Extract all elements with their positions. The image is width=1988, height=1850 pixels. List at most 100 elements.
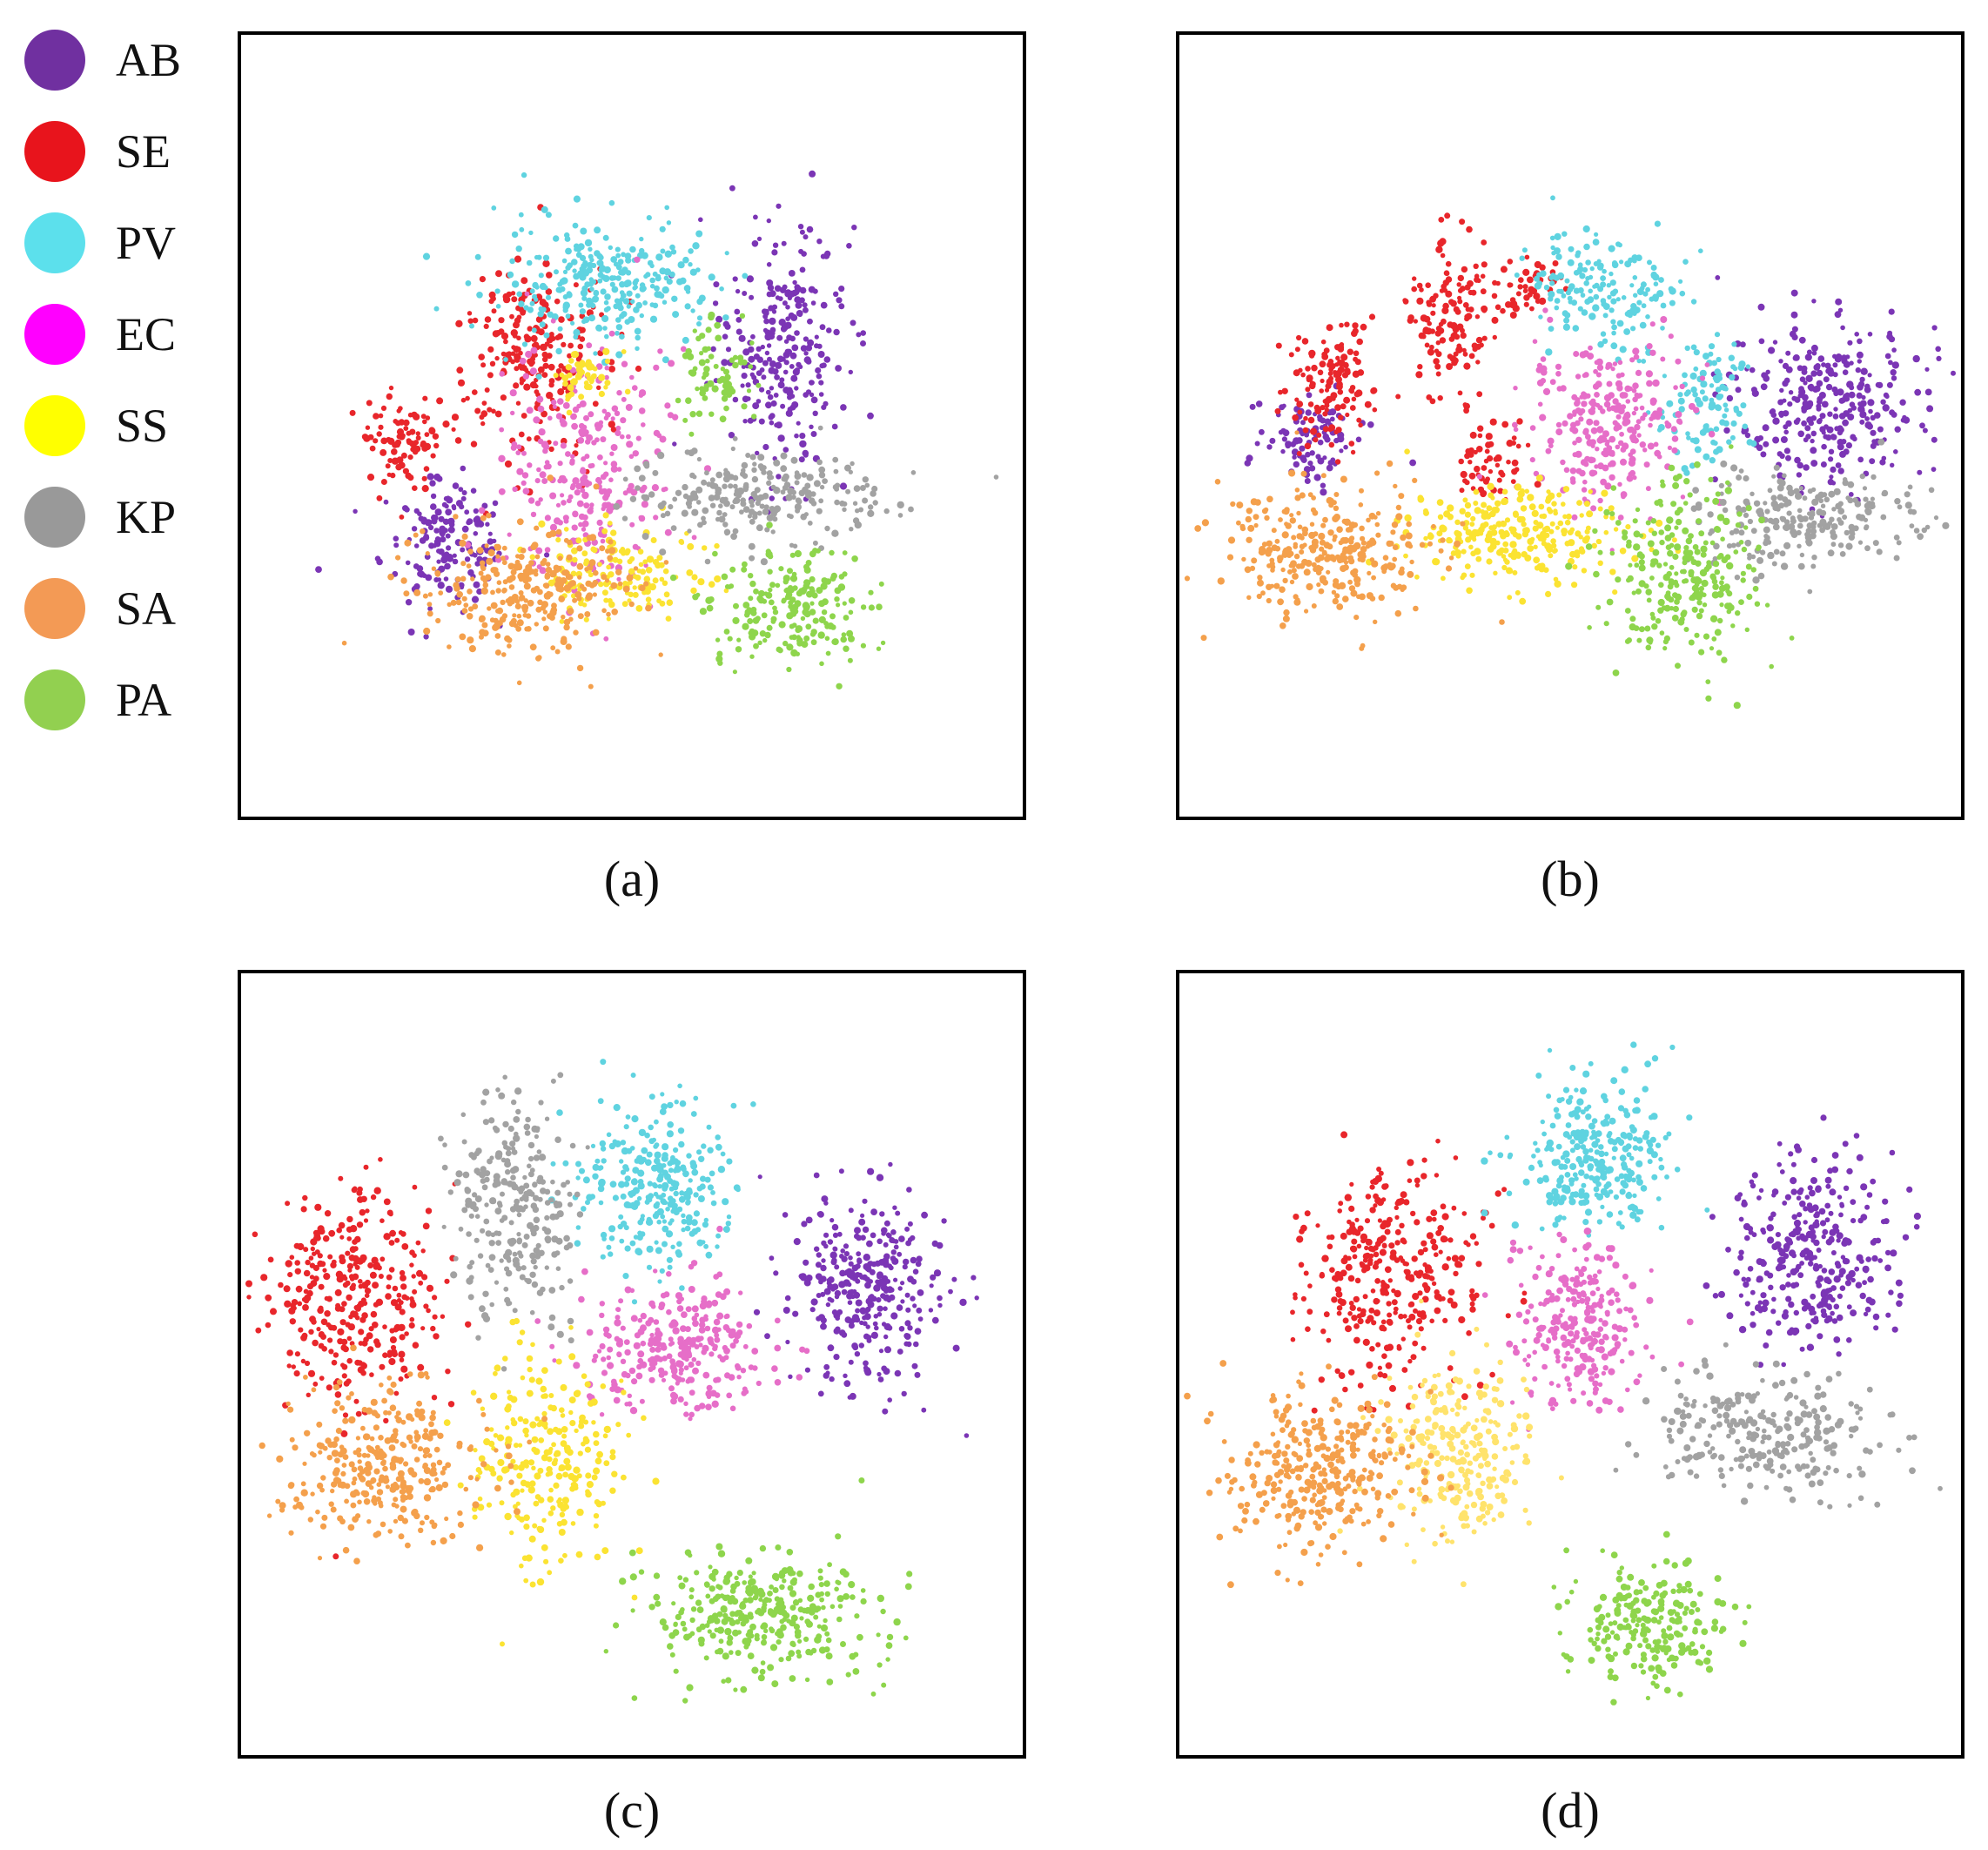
data-point-kp <box>755 501 761 507</box>
data-point-ab <box>769 386 775 391</box>
data-point-se <box>412 448 419 455</box>
data-point-ab <box>779 377 785 383</box>
data-point-sa <box>1394 609 1402 617</box>
data-point-kp <box>1779 550 1786 557</box>
data-point-pa <box>741 566 748 573</box>
data-point-se <box>1461 266 1468 273</box>
data-point-sa <box>534 554 541 560</box>
data-point-ab <box>851 225 857 231</box>
data-point-sa <box>431 566 437 571</box>
data-point-ab <box>444 503 449 509</box>
data-point-ab <box>1837 430 1843 436</box>
data-point-se <box>1319 360 1326 368</box>
data-point-sa <box>479 629 486 636</box>
data-point-kp <box>1894 498 1901 505</box>
data-point-ab <box>827 1344 835 1352</box>
data-point-sa <box>1261 508 1268 515</box>
data-point-kp <box>1798 486 1803 491</box>
data-point-se <box>1457 390 1463 396</box>
data-point-ec <box>574 489 581 496</box>
data-point-sa <box>534 572 539 577</box>
data-point-ss <box>642 559 648 565</box>
data-point-pa <box>1687 492 1693 498</box>
data-point-ab <box>823 1201 829 1206</box>
data-point-se <box>366 474 375 481</box>
data-point-sa <box>1359 645 1365 651</box>
data-point-pa <box>1654 500 1661 506</box>
data-point-ec <box>601 408 608 414</box>
data-point-kp <box>1718 482 1724 489</box>
data-point-pa <box>1683 478 1690 485</box>
data-point-ec <box>603 491 610 499</box>
data-point-pv <box>573 328 581 337</box>
data-point-ab <box>762 443 769 451</box>
legend-label: PV <box>116 217 177 269</box>
data-point-ec <box>1571 514 1578 521</box>
data-point-pa <box>836 602 841 608</box>
data-point-ec <box>570 413 577 420</box>
data-point-kp <box>1829 516 1835 522</box>
data-point-se <box>1462 302 1469 308</box>
data-point-ab <box>741 373 748 380</box>
data-point-ab <box>941 1218 947 1224</box>
data-point-sa <box>427 592 433 597</box>
data-point-pv <box>1723 407 1729 413</box>
data-point-pa <box>1674 598 1680 605</box>
data-point-kp <box>648 491 655 498</box>
data-point-pa <box>1696 600 1703 606</box>
data-point-sa <box>466 563 472 568</box>
data-point-kp <box>1756 556 1764 564</box>
data-point-se <box>1328 424 1336 432</box>
data-point-kp <box>1848 534 1855 541</box>
data-point-ab <box>1806 349 1812 355</box>
data-point-pa <box>1659 630 1665 636</box>
data-point-sa <box>1327 529 1334 536</box>
data-point-sa <box>395 555 401 561</box>
data-point-sa <box>1291 535 1297 541</box>
data-point-ec <box>538 428 546 436</box>
data-point-pa <box>842 601 847 606</box>
data-point-pv <box>588 277 594 282</box>
data-point-se <box>396 408 401 414</box>
data-point-ab <box>782 1307 790 1314</box>
data-point-pv <box>662 356 669 364</box>
data-point-ec <box>511 441 518 447</box>
data-point-ec <box>535 547 543 555</box>
data-point-pv <box>1700 380 1708 388</box>
data-point-pv <box>659 225 666 232</box>
data-point-pv <box>1698 248 1703 253</box>
data-point-pv <box>615 324 623 331</box>
data-point-ss <box>638 562 644 568</box>
data-point-ss <box>708 581 715 588</box>
data-point-pv <box>595 324 602 332</box>
data-point-sa <box>608 539 614 545</box>
data-point-pv <box>1632 258 1637 264</box>
data-point-sa <box>1313 531 1319 537</box>
data-point-pa <box>1651 623 1658 630</box>
data-point-ss <box>1507 595 1513 601</box>
data-point-ab <box>810 1298 818 1306</box>
data-point-pv <box>529 288 535 294</box>
data-point-pv <box>597 254 604 261</box>
data-point-kp <box>701 520 707 526</box>
data-point-ec <box>1634 392 1640 398</box>
legend-label: SE <box>116 125 171 178</box>
data-point-ec <box>536 395 544 403</box>
data-point-ec <box>538 406 544 412</box>
data-point-ec <box>620 417 627 424</box>
data-point-ss <box>1608 505 1615 512</box>
data-point-ab <box>1835 353 1843 360</box>
data-point-ab <box>740 383 745 388</box>
data-point-ab <box>467 518 473 525</box>
data-point-ab <box>474 561 480 567</box>
data-point-se <box>537 366 545 373</box>
data-point-kp <box>1857 540 1864 545</box>
data-point-ss <box>1447 538 1454 544</box>
data-point-kp <box>1783 542 1791 550</box>
data-point-pa <box>1638 626 1645 633</box>
data-point-kp <box>897 501 904 509</box>
data-point-sa <box>1333 492 1340 497</box>
data-point-sa <box>479 615 486 622</box>
data-point-sa <box>528 560 534 566</box>
data-point-pv <box>509 258 515 265</box>
